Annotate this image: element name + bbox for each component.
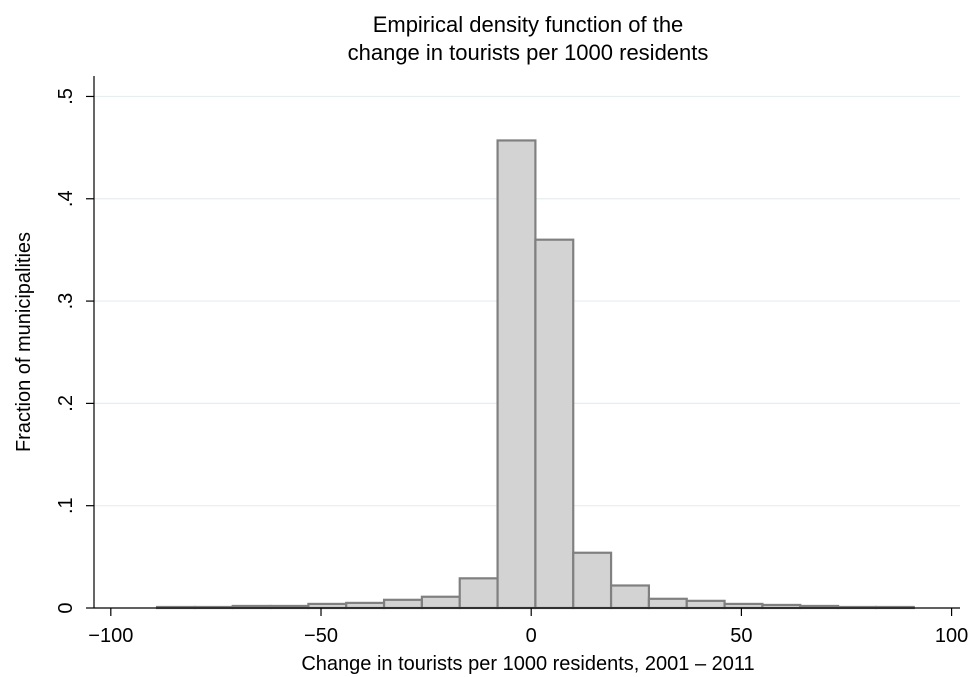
y-tick-label-2: .2 (55, 395, 77, 412)
y-axis-label: Fraction of municipalities (13, 232, 35, 452)
y-tick-label-1: .1 (55, 497, 77, 514)
x-tick-label-1: −50 (304, 625, 338, 647)
bar-10 (534, 238, 575, 610)
x-tick-label-3: 50 (730, 625, 752, 647)
bar-15 (723, 602, 764, 610)
x-ticks: −100 −50 0 50 100 (88, 608, 968, 647)
y-tick-label-5: .5 (55, 88, 77, 105)
bar-9 (496, 139, 537, 610)
bar-4 (307, 602, 348, 610)
x-tick-label-0: −100 (88, 625, 133, 647)
bar-13 (647, 597, 688, 610)
x-tick-label-2: 0 (526, 625, 537, 647)
y-tick-label-3: .3 (55, 293, 77, 310)
bar-7 (420, 595, 461, 610)
y-ticks: 0 .1 .2 .3 .4 .5 (55, 88, 94, 614)
axes (93, 76, 960, 609)
bar-6 (382, 598, 424, 610)
bar-5 (345, 601, 386, 610)
bar-12 (609, 584, 651, 610)
chart-title-line-2: change in tourists per 1000 residents (348, 40, 709, 65)
x-axis-label: Change in tourists per 1000 residents, 2… (301, 653, 754, 675)
bar-14 (685, 599, 726, 610)
x-tick-label-4: 100 (935, 625, 968, 647)
y-tick-label-4: .4 (55, 190, 77, 207)
bar-11 (572, 551, 613, 610)
bar-8 (458, 577, 499, 610)
y-tick-label-0: 0 (55, 602, 77, 613)
bars (155, 139, 915, 610)
chart-title-line-1: Empirical density function of the (373, 12, 684, 37)
